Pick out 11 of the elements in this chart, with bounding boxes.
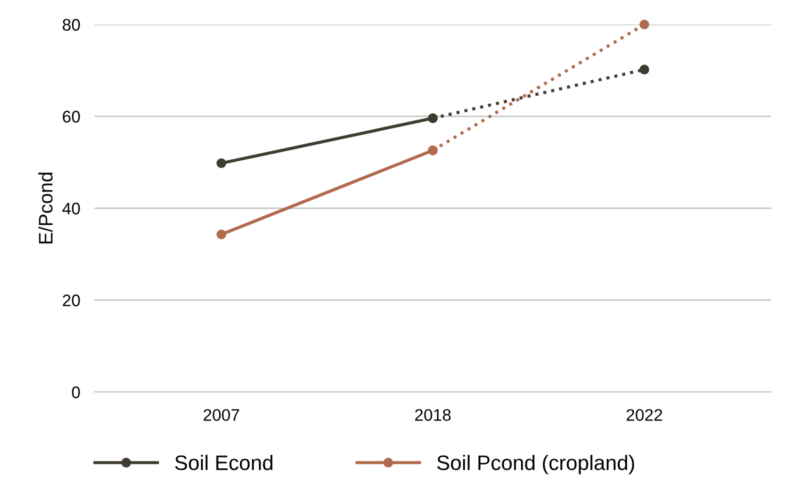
x-tick-label: 2007 [204, 409, 240, 421]
y-tick-label: 60 [62, 110, 80, 123]
y-tick-label: 20 [62, 294, 80, 306]
legend-label: Soil Pcond (cropland) [437, 454, 634, 474]
x-tick-label: 2022 [626, 409, 662, 421]
y-tick-label: 80 [62, 18, 80, 31]
legend-label: Soil Econd [175, 454, 272, 470]
y-tick-label: 40 [62, 202, 80, 214]
x-tick-label: 2018 [415, 409, 451, 421]
y-axis-title: E/Pcond [38, 172, 53, 244]
y-tick-label: 0 [72, 386, 80, 398]
